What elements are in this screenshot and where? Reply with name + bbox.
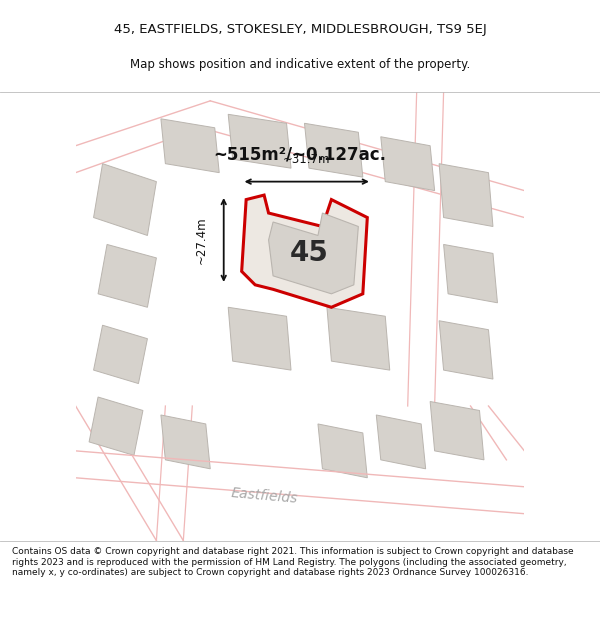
Polygon shape bbox=[98, 244, 157, 308]
Text: Map shows position and indicative extent of the property.: Map shows position and indicative extent… bbox=[130, 58, 470, 71]
Polygon shape bbox=[228, 308, 291, 370]
Polygon shape bbox=[269, 213, 358, 294]
Text: ~31.7m: ~31.7m bbox=[283, 153, 331, 166]
Polygon shape bbox=[439, 321, 493, 379]
Polygon shape bbox=[228, 114, 291, 168]
Polygon shape bbox=[89, 397, 143, 456]
Polygon shape bbox=[439, 164, 493, 226]
Polygon shape bbox=[94, 164, 157, 236]
Polygon shape bbox=[376, 415, 425, 469]
Polygon shape bbox=[161, 415, 210, 469]
Text: Contains OS data © Crown copyright and database right 2021. This information is : Contains OS data © Crown copyright and d… bbox=[12, 548, 574, 577]
Polygon shape bbox=[430, 401, 484, 460]
Polygon shape bbox=[161, 119, 219, 172]
Text: Eastfields: Eastfields bbox=[230, 486, 298, 506]
Text: ~515m²/~0.127ac.: ~515m²/~0.127ac. bbox=[214, 146, 386, 164]
Polygon shape bbox=[242, 195, 367, 308]
Polygon shape bbox=[381, 137, 434, 191]
Polygon shape bbox=[94, 325, 148, 384]
Text: ~27.4m: ~27.4m bbox=[195, 216, 208, 264]
Polygon shape bbox=[304, 123, 363, 177]
Polygon shape bbox=[318, 424, 367, 478]
Polygon shape bbox=[327, 308, 390, 370]
Polygon shape bbox=[443, 244, 497, 302]
Text: 45, EASTFIELDS, STOKESLEY, MIDDLESBROUGH, TS9 5EJ: 45, EASTFIELDS, STOKESLEY, MIDDLESBROUGH… bbox=[113, 23, 487, 36]
Text: 45: 45 bbox=[290, 239, 328, 268]
